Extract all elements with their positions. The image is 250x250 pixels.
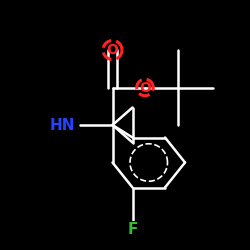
Text: F: F [127, 222, 138, 238]
Text: O: O [106, 43, 118, 57]
Text: O: O [139, 80, 151, 94]
Text: HN: HN [50, 118, 75, 132]
